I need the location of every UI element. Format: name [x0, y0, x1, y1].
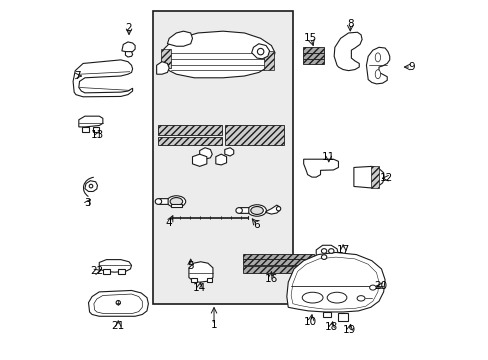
Bar	[242, 266, 313, 273]
Polygon shape	[102, 269, 110, 274]
Text: 20: 20	[373, 281, 386, 291]
Ellipse shape	[257, 48, 264, 55]
Bar	[158, 137, 222, 145]
Bar	[242, 259, 313, 265]
Text: 15: 15	[304, 33, 317, 43]
Bar	[153, 12, 292, 304]
Polygon shape	[353, 166, 384, 188]
Text: 22: 22	[90, 266, 103, 276]
Polygon shape	[251, 44, 269, 59]
Text: 1: 1	[210, 320, 217, 330]
Polygon shape	[158, 199, 168, 204]
Ellipse shape	[302, 292, 323, 303]
Polygon shape	[333, 32, 362, 71]
Text: 21: 21	[111, 321, 124, 331]
Text: 8: 8	[346, 19, 353, 29]
Ellipse shape	[170, 198, 182, 206]
Polygon shape	[192, 154, 206, 166]
Polygon shape	[94, 294, 142, 314]
Bar	[224, 125, 284, 145]
Polygon shape	[93, 127, 99, 132]
Text: 13: 13	[91, 130, 104, 140]
Polygon shape	[286, 252, 384, 312]
Polygon shape	[338, 314, 347, 320]
Bar	[370, 166, 378, 188]
Polygon shape	[322, 312, 330, 317]
Text: 10: 10	[304, 317, 317, 327]
Ellipse shape	[250, 207, 263, 215]
Polygon shape	[171, 204, 182, 207]
Bar	[302, 47, 324, 53]
Text: 11: 11	[322, 152, 335, 162]
Ellipse shape	[326, 292, 346, 303]
Polygon shape	[316, 245, 338, 267]
Ellipse shape	[374, 70, 380, 79]
Polygon shape	[191, 278, 197, 282]
Polygon shape	[238, 208, 248, 213]
Polygon shape	[125, 51, 132, 57]
Polygon shape	[215, 154, 226, 165]
Text: 19: 19	[342, 325, 355, 335]
Polygon shape	[85, 181, 97, 192]
Polygon shape	[156, 62, 169, 74]
Polygon shape	[290, 257, 378, 309]
Polygon shape	[73, 60, 132, 97]
Text: 16: 16	[264, 274, 278, 284]
Ellipse shape	[167, 196, 185, 207]
Ellipse shape	[89, 184, 93, 188]
Polygon shape	[188, 262, 212, 282]
Text: 18: 18	[325, 322, 338, 332]
Text: 12: 12	[379, 173, 392, 183]
Polygon shape	[82, 127, 88, 132]
Bar	[158, 125, 222, 135]
Text: 17: 17	[336, 245, 349, 255]
Polygon shape	[161, 31, 274, 78]
Text: 9: 9	[407, 62, 414, 72]
Ellipse shape	[374, 53, 380, 62]
Ellipse shape	[321, 255, 326, 260]
Bar	[242, 253, 313, 259]
Ellipse shape	[356, 296, 364, 301]
Text: 6: 6	[253, 220, 260, 230]
Text: 5: 5	[187, 261, 194, 271]
Polygon shape	[79, 116, 102, 127]
Polygon shape	[118, 269, 125, 274]
Ellipse shape	[369, 285, 375, 290]
Polygon shape	[206, 278, 211, 282]
Bar	[302, 59, 324, 64]
Polygon shape	[88, 291, 148, 316]
Ellipse shape	[235, 208, 242, 213]
Ellipse shape	[116, 301, 120, 305]
Ellipse shape	[155, 199, 162, 204]
Text: 2: 2	[125, 23, 132, 33]
Ellipse shape	[328, 249, 333, 253]
Ellipse shape	[247, 205, 266, 216]
Text: 3: 3	[84, 198, 91, 208]
Polygon shape	[122, 42, 135, 52]
Polygon shape	[224, 148, 233, 156]
Polygon shape	[265, 205, 279, 214]
Ellipse shape	[321, 249, 326, 253]
Text: 14: 14	[193, 283, 206, 293]
Text: 4: 4	[165, 218, 172, 228]
Polygon shape	[303, 159, 338, 177]
Polygon shape	[167, 31, 192, 46]
Bar	[264, 51, 274, 69]
Bar	[302, 53, 324, 59]
Polygon shape	[366, 47, 389, 84]
Polygon shape	[199, 148, 212, 159]
Ellipse shape	[276, 207, 280, 211]
Polygon shape	[99, 260, 131, 272]
Bar	[161, 49, 171, 68]
Text: 7: 7	[74, 71, 81, 81]
